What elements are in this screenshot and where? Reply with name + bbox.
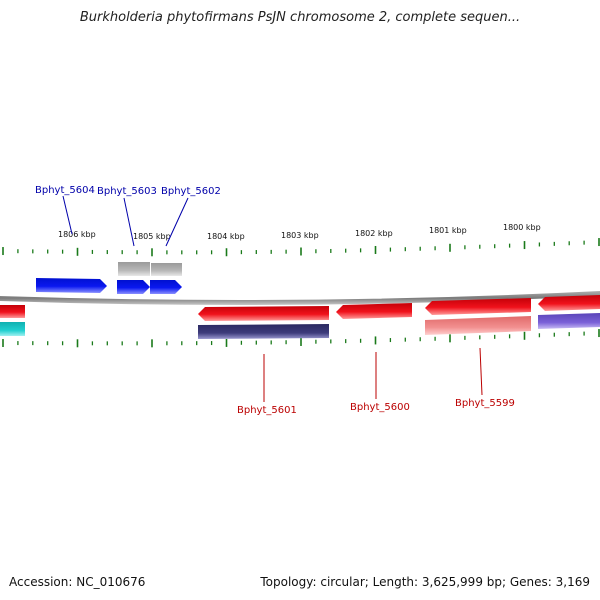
tick-label: 1805 kbp [133,232,171,241]
cds-feature[interactable] [151,263,182,276]
topology-info: Topology: circular; Length: 3,625,999 bp… [260,575,590,589]
lower-tick-row [2,329,600,348]
gene-feature-left-partial[interactable] [0,305,25,318]
tick-label: 1804 kbp [207,232,245,241]
gene-feature-bphyt-5604[interactable] [36,278,107,293]
gene-label-bphyt-5600[interactable]: Bphyt_5600 [350,402,410,413]
gene-feature-right-partial[interactable] [538,295,600,311]
gene-feature-bphyt-5600[interactable] [336,303,412,319]
cds-feature-dark[interactable] [198,324,329,339]
gene-label-bphyt-5602[interactable]: Bphyt_5602 [161,186,221,197]
gene-label-bphyt-5604[interactable]: Bphyt_5604 [35,185,95,196]
cds-feature-purple[interactable] [538,313,600,329]
accession-text: Accession: NC_010676 [9,575,146,589]
gene-feature-bphyt-5602[interactable] [150,280,182,294]
tick-label: 1801 kbp [429,226,467,235]
gene-feature-bphyt-5599[interactable] [425,298,531,315]
gene-label-bphyt-5599[interactable]: Bphyt_5599 [455,398,515,409]
gene-feature-bphyt-5601[interactable] [198,306,329,321]
gene-feature-bphyt-5603[interactable] [117,280,150,294]
cds-feature-pink[interactable] [425,316,531,335]
upper-tick-row [2,238,600,257]
tick-label: 1806 kbp [58,230,96,239]
tick-label: 1803 kbp [281,231,319,240]
tick-label: 1802 kbp [355,229,393,238]
cds-feature[interactable] [118,262,150,276]
cds-feature-cyan[interactable] [0,322,25,336]
reverse-label-leaders [263,347,483,402]
map-title: Burkholderia phytofirmans PsJN chromosom… [79,10,521,25]
tick-label: 1800 kbp [503,223,541,232]
forward-label-leaders [62,195,189,247]
gene-label-bphyt-5601[interactable]: Bphyt_5601 [237,405,297,416]
gene-label-bphyt-5603[interactable]: Bphyt_5603 [97,186,157,197]
tick-labels: 1806 kbp 1805 kbp 1804 kbp 1803 kbp 1802… [58,223,541,241]
